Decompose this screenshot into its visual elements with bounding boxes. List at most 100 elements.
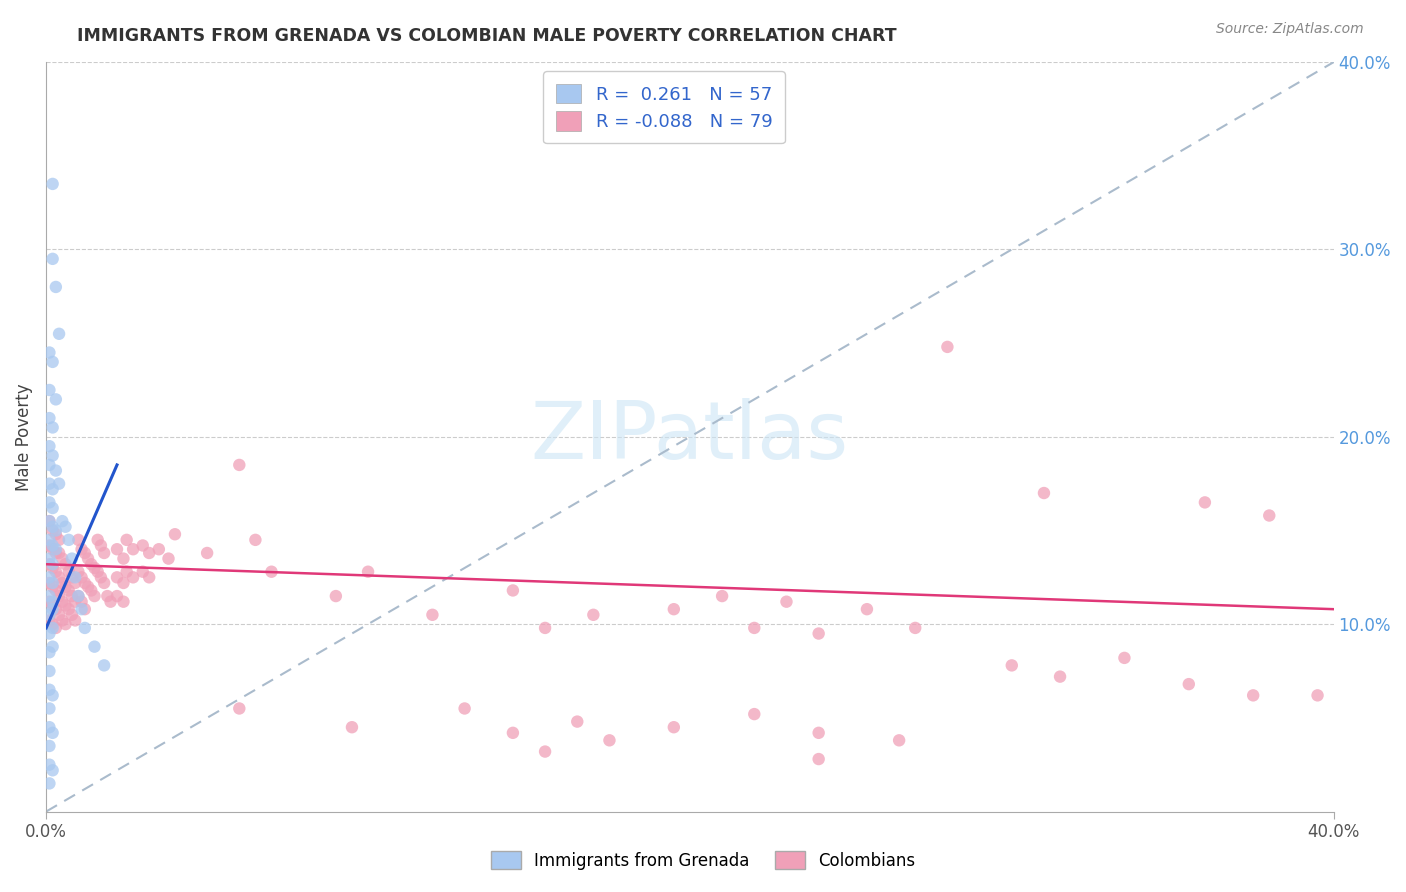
- Point: [807, 626, 830, 640]
- Point: [45, 602, 67, 616]
- Point: [904, 621, 927, 635]
- Legend: R =  0.261   N = 57, R = -0.088   N = 79: R = 0.261 N = 57, R = -0.088 N = 79: [543, 71, 785, 144]
- Point: [41, 449, 63, 463]
- Point: [83, 561, 105, 575]
- Point: [115, 533, 138, 547]
- Point: [1194, 495, 1216, 509]
- Point: [51, 576, 73, 591]
- Point: [132, 565, 155, 579]
- Point: [48, 326, 70, 341]
- Point: [38, 682, 60, 697]
- Point: [41, 501, 63, 516]
- Point: [422, 607, 444, 622]
- Point: [157, 551, 180, 566]
- Point: [60, 589, 83, 603]
- Point: [38, 539, 60, 553]
- Point: [138, 546, 160, 560]
- Point: [67, 533, 90, 547]
- Point: [58, 533, 80, 547]
- Point: [38, 645, 60, 659]
- Point: [502, 583, 524, 598]
- Point: [775, 595, 797, 609]
- Point: [70, 570, 93, 584]
- Point: [41, 520, 63, 534]
- Point: [83, 589, 105, 603]
- Point: [41, 558, 63, 572]
- Point: [228, 701, 250, 715]
- Point: [534, 745, 557, 759]
- Point: [1049, 670, 1071, 684]
- Point: [58, 583, 80, 598]
- Point: [38, 551, 60, 566]
- Point: [38, 439, 60, 453]
- Point: [38, 514, 60, 528]
- Point: [67, 589, 90, 603]
- Point: [662, 720, 685, 734]
- Point: [115, 565, 138, 579]
- Point: [112, 551, 135, 566]
- Point: [45, 280, 67, 294]
- Point: [1241, 689, 1264, 703]
- Point: [1178, 677, 1201, 691]
- Point: [41, 640, 63, 654]
- Point: [1306, 689, 1329, 703]
- Point: [63, 576, 86, 591]
- Point: [38, 607, 60, 622]
- Point: [807, 752, 830, 766]
- Point: [742, 707, 765, 722]
- Point: [60, 551, 83, 566]
- Point: [582, 607, 605, 622]
- Point: [73, 576, 96, 591]
- Point: [45, 621, 67, 635]
- Point: [96, 589, 118, 603]
- Point: [38, 701, 60, 715]
- Point: [41, 617, 63, 632]
- Point: [80, 583, 103, 598]
- Legend: Immigrants from Grenada, Colombians: Immigrants from Grenada, Colombians: [484, 845, 922, 877]
- Point: [1114, 651, 1136, 665]
- Point: [41, 689, 63, 703]
- Point: [48, 533, 70, 547]
- Point: [163, 527, 186, 541]
- Point: [51, 614, 73, 628]
- Point: [41, 599, 63, 613]
- Point: [936, 340, 959, 354]
- Point: [63, 614, 86, 628]
- Point: [93, 658, 115, 673]
- Point: [41, 621, 63, 635]
- Point: [41, 252, 63, 266]
- Point: [93, 576, 115, 591]
- Point: [38, 739, 60, 753]
- Point: [711, 589, 734, 603]
- Point: [598, 733, 620, 747]
- Point: [502, 726, 524, 740]
- Point: [112, 576, 135, 591]
- Point: [807, 726, 830, 740]
- Point: [51, 595, 73, 609]
- Point: [41, 595, 63, 609]
- Point: [86, 533, 108, 547]
- Point: [48, 589, 70, 603]
- Point: [48, 607, 70, 622]
- Point: [41, 539, 63, 553]
- Point: [138, 570, 160, 584]
- Point: [48, 570, 70, 584]
- Point: [73, 546, 96, 560]
- Point: [122, 570, 145, 584]
- Point: [534, 621, 557, 635]
- Point: [48, 546, 70, 560]
- Point: [122, 542, 145, 557]
- Point: [662, 602, 685, 616]
- Point: [73, 621, 96, 635]
- Point: [86, 565, 108, 579]
- Point: [45, 464, 67, 478]
- Point: [70, 602, 93, 616]
- Point: [742, 621, 765, 635]
- Point: [38, 664, 60, 678]
- Point: [325, 589, 347, 603]
- Point: [41, 726, 63, 740]
- Point: [38, 576, 60, 591]
- Point: [51, 514, 73, 528]
- Point: [38, 411, 60, 425]
- Point: [41, 576, 63, 591]
